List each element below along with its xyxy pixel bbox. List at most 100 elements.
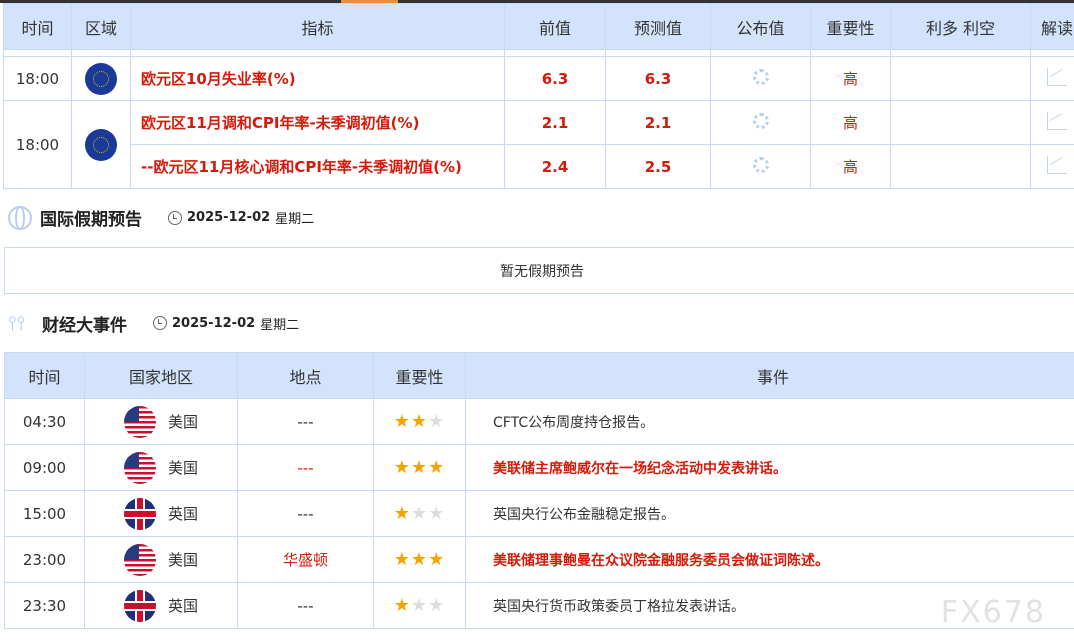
section-date: 2025-12-02 星期二	[168, 208, 314, 227]
col-region: 区域	[71, 3, 131, 50]
place: 华盛顿	[237, 536, 374, 583]
date: 2025-12-02	[187, 210, 271, 225]
indicator-name[interactable]: --欧元区11月核心调和CPI年率-未季调初值(%)	[130, 144, 505, 189]
section-title: 国际假期预告	[40, 210, 142, 230]
impact	[890, 56, 1031, 101]
col-place: 地点	[237, 352, 374, 399]
star-icon: ★	[410, 549, 429, 570]
table-row: 23:00 美国 华盛顿 ★★★ 美联储理事鲍曼在众议院金融服务委员会做证词陈述…	[4, 536, 1074, 583]
col-analysis: 解读	[1030, 3, 1074, 50]
country: 美国	[84, 398, 238, 445]
time: 18:00	[3, 100, 72, 189]
col-forecast: 预测值	[605, 3, 711, 50]
star-icon: ★	[393, 503, 411, 524]
weekday: 星期二	[260, 317, 300, 333]
time: 23:30	[4, 582, 85, 629]
importance: 高	[810, 100, 891, 145]
col-country: 国家地区	[84, 352, 238, 399]
table-row: 23:30 英国 --- ★★★ 英国央行货币政策委员丁格拉发表讲话。	[4, 582, 1074, 629]
previous-value: 2.1	[504, 100, 606, 145]
country: 英国	[84, 490, 238, 537]
country-name: 英国	[167, 597, 198, 615]
importance-stars: ★★★	[373, 536, 466, 583]
impact	[890, 100, 1031, 145]
us-flag-icon	[123, 543, 156, 576]
uk-flag-icon	[123, 497, 156, 530]
event-text[interactable]: 英国央行货币政策委员丁格拉发表讲话。	[465, 582, 1074, 629]
chart-icon[interactable]	[1047, 111, 1067, 130]
eu-flag-icon	[85, 128, 117, 161]
time: 15:00	[4, 490, 85, 537]
table-row: 15:00 英国 --- ★★★ 英国央行公布金融稳定报告。	[4, 490, 1074, 537]
col-importance: 重要性	[373, 352, 466, 399]
table-row: 09:00 美国 --- ★★★ 美联储主席鲍威尔在一场纪念活动中发表讲话。	[4, 444, 1074, 491]
indicators-table: 时间 区域 指标 前值 预测值 公布值 重要性 利多 利空 解读 18:00 欧…	[3, 3, 1074, 189]
col-event: 事件	[465, 352, 1074, 399]
country: 英国	[84, 582, 238, 629]
globe-icon	[8, 205, 32, 230]
event-text[interactable]: 英国央行公布金融稳定报告。	[465, 490, 1074, 537]
importance-stars: ★★★	[373, 582, 466, 629]
star-icon: ★	[393, 595, 411, 616]
time: 18:00	[3, 56, 72, 101]
star-icon: ★	[410, 503, 429, 524]
uk-flag-icon	[123, 589, 156, 622]
col-time: 时间	[4, 352, 85, 399]
time: 23:00	[4, 536, 85, 583]
previous-value: 6.3	[504, 56, 606, 101]
partial-row	[3, 49, 1074, 57]
country-name: 美国	[167, 413, 198, 431]
country: 美国	[84, 536, 238, 583]
star-icon: ★	[428, 411, 446, 432]
time: 04:30	[4, 398, 85, 445]
active-tab-indicator	[341, 0, 398, 3]
star-icon: ★	[393, 549, 411, 570]
us-flag-icon	[123, 405, 156, 438]
events-section-header: ⫯⫯ 财经大事件 2025-12-02 星期二	[8, 310, 299, 336]
star-icon: ★	[428, 503, 446, 524]
indicator-name[interactable]: 欧元区11月调和CPI年率-未季调初值(%)	[130, 100, 505, 145]
table-header: 时间 区域 指标 前值 预测值 公布值 重要性 利多 利空 解读	[3, 3, 1074, 50]
holiday-empty-box: 暂无假期预告	[4, 247, 1074, 294]
chart-icon[interactable]	[1047, 67, 1067, 86]
forecast-value: 6.3	[605, 56, 711, 101]
chart-icon[interactable]	[1047, 155, 1067, 174]
country-name: 美国	[167, 459, 198, 477]
country-name: 美国	[167, 551, 198, 569]
top-bar	[0, 0, 1074, 3]
star-icon: ★	[393, 457, 411, 478]
place: ---	[237, 490, 374, 537]
empty-text: 暂无假期预告	[500, 263, 584, 280]
previous-value: 2.4	[504, 144, 606, 189]
event-text[interactable]: 美联储主席鲍威尔在一场纪念活动中发表讲话。	[465, 444, 1074, 491]
loading-icon	[752, 68, 769, 85]
star-icon: ★	[393, 411, 411, 432]
importance-stars: ★★★	[373, 490, 466, 537]
star-icon: ★	[428, 595, 446, 616]
table-header: 时间 国家地区 地点 重要性 事件	[4, 352, 1074, 399]
event-text[interactable]: CFTC公布周度持仓报告。	[465, 398, 1074, 445]
clock-icon	[168, 210, 182, 225]
date: 2025-12-02	[172, 315, 256, 331]
fx678-watermark: FX678	[940, 595, 1046, 630]
importance-stars: ★★★	[373, 398, 466, 445]
events-table: 时间 国家地区 地点 重要性 事件 04:30 美国 --- ★★★ CFTC公…	[4, 352, 1074, 629]
event-text[interactable]: 美联储理事鲍曼在众议院金融服务委员会做证词陈述。	[465, 536, 1074, 583]
eu-flag-icon	[85, 62, 117, 95]
col-indicator: 指标	[130, 3, 505, 50]
indicator-name[interactable]: 欧元区10月失业率(%)	[130, 56, 505, 101]
star-icon: ★	[428, 549, 446, 570]
sliders-icon: ⫯⫯	[8, 311, 26, 335]
place: ---	[237, 444, 374, 491]
table-row: 04:30 美国 --- ★★★ CFTC公布周度持仓报告。	[4, 398, 1074, 445]
country: 美国	[84, 444, 238, 491]
holiday-section-header: 国际假期预告 2025-12-02 星期二	[8, 205, 314, 230]
table-row: 18:00 欧元区11月调和CPI年率-未季调初值(%) 2.1 2.1 高	[3, 100, 1074, 189]
time: 09:00	[4, 444, 85, 491]
forecast-value: 2.5	[605, 144, 711, 189]
col-impact: 利多 利空	[890, 3, 1031, 50]
importance: 高	[810, 56, 891, 101]
clock-icon	[153, 316, 167, 330]
place: ---	[237, 398, 374, 445]
star-icon: ★	[410, 595, 429, 616]
